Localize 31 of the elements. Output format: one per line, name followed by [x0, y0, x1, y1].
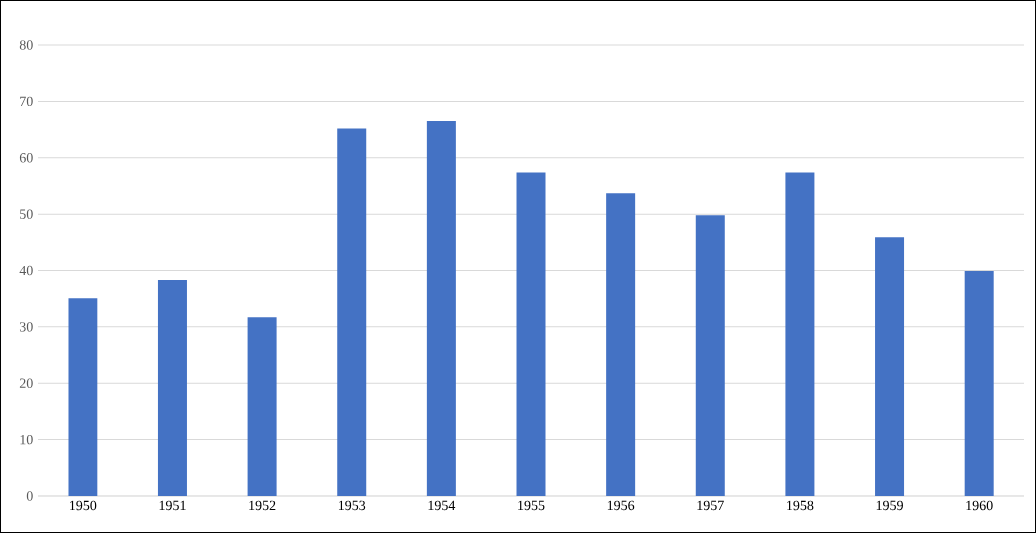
x-tick-label: 1956	[607, 500, 635, 511]
bar	[516, 172, 546, 496]
bar	[426, 121, 456, 496]
x-tick-label: 1957	[697, 500, 724, 511]
y-tick-label: 40	[19, 265, 33, 276]
x-tick-label: 1953	[338, 500, 366, 511]
bar	[695, 215, 725, 496]
bar	[875, 237, 905, 496]
x-tick-label: 1955	[518, 500, 545, 511]
x-tick-label: 1959	[876, 500, 903, 511]
x-tick-label: 1954	[428, 500, 456, 511]
bar	[337, 128, 367, 496]
y-tick-label: 10	[20, 434, 33, 445]
x-tick-label: 1952	[249, 500, 276, 511]
x-tick-label: 1960	[966, 500, 993, 511]
y-tick-label: 0	[26, 491, 33, 501]
x-tick-label: 1950	[70, 500, 97, 511]
y-tick-label: 80	[19, 40, 33, 50]
y-tick-label: 20	[19, 378, 33, 388]
bar	[964, 271, 994, 496]
y-tick-label: 60	[19, 153, 33, 163]
x-tick-label: 1951	[159, 500, 186, 511]
y-tick-label: 50	[20, 209, 33, 219]
bar	[157, 280, 187, 496]
bar	[247, 317, 277, 496]
x-tick-label: 1958	[787, 500, 814, 511]
bar	[68, 298, 98, 496]
bar	[785, 172, 815, 496]
y-tick-label: 70	[20, 96, 33, 107]
bar	[606, 193, 636, 496]
y-tick-label: 30	[19, 322, 33, 332]
